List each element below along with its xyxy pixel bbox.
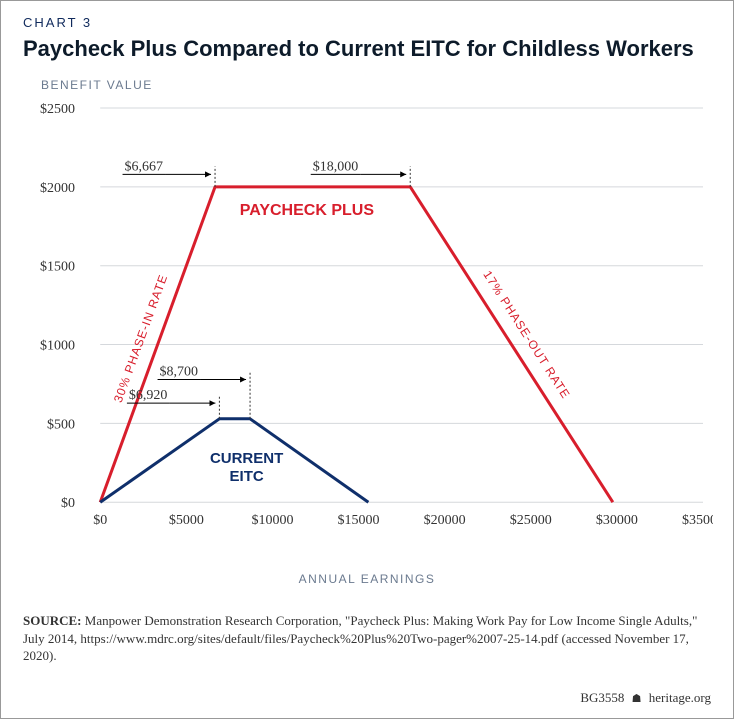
svg-text:$6,920: $6,920	[129, 388, 168, 403]
svg-text:EITC: EITC	[230, 468, 264, 485]
svg-text:$2000: $2000	[40, 181, 75, 196]
svg-text:30% PHASE-IN RATE: 30% PHASE-IN RATE	[111, 272, 171, 404]
source-text: Manpower Demonstration Research Corporat…	[23, 613, 697, 663]
svg-text:$20000: $20000	[424, 513, 466, 528]
source-prefix: SOURCE:	[23, 613, 82, 628]
y-axis-title: BENEFIT VALUE	[41, 78, 711, 92]
svg-text:CURRENT: CURRENT	[210, 450, 283, 467]
footer: BG3558 ☗ heritage.org	[580, 690, 711, 706]
footer-site: heritage.org	[649, 690, 711, 705]
chart-title: Paycheck Plus Compared to Current EITC f…	[23, 36, 711, 62]
svg-text:$1000: $1000	[40, 339, 75, 354]
svg-text:$500: $500	[47, 417, 75, 432]
svg-text:$0: $0	[61, 496, 75, 511]
svg-text:PAYCHECK PLUS: PAYCHECK PLUS	[240, 202, 375, 219]
svg-text:$10000: $10000	[251, 513, 293, 528]
svg-text:$6,667: $6,667	[125, 159, 164, 174]
footer-code: BG3558	[580, 690, 624, 705]
source-line: SOURCE: Manpower Demonstration Research …	[23, 612, 711, 665]
svg-text:$30000: $30000	[596, 513, 638, 528]
svg-text:$5000: $5000	[169, 513, 204, 528]
chart-svg: $0 $500 $1000 $1500 $2000 $2500 $0 $5000 $10000 $…	[23, 98, 713, 548]
svg-text:17% PHASE-OUT RATE: 17% PHASE-OUT RATE	[480, 268, 573, 401]
svg-text:$0: $0	[93, 513, 107, 528]
svg-text:$1500: $1500	[40, 260, 75, 275]
chart-number: CHART 3	[23, 15, 711, 30]
chart-container: CHART 3 Paycheck Plus Compared to Curren…	[0, 0, 734, 719]
svg-text:$15000: $15000	[338, 513, 380, 528]
bell-icon: ☗	[628, 693, 646, 705]
svg-text:$8,700: $8,700	[160, 365, 199, 380]
chart-plot-area: $0 $500 $1000 $1500 $2000 $2500 $0 $5000 $10000 $…	[23, 98, 713, 568]
x-axis-title: ANNUAL EARNINGS	[23, 572, 711, 586]
svg-text:$35000: $35000	[682, 513, 713, 528]
svg-text:$25000: $25000	[510, 513, 552, 528]
svg-text:$2500: $2500	[40, 102, 75, 117]
svg-text:$18,000: $18,000	[313, 159, 359, 174]
